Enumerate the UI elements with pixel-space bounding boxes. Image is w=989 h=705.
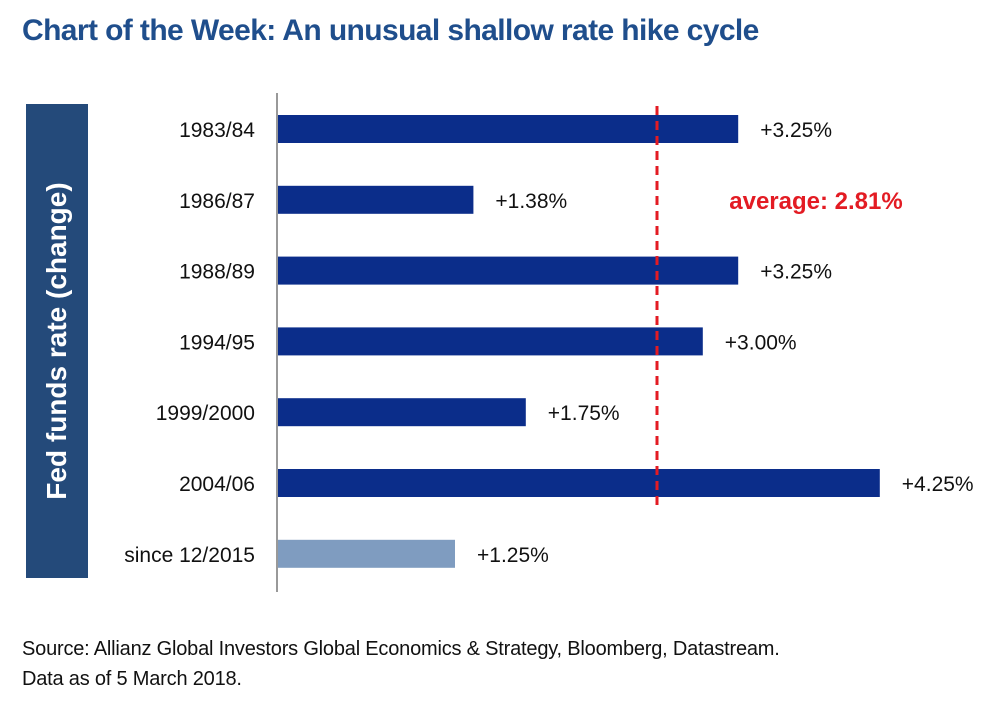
category-label: 1988/89 [179,261,255,284]
category-label: 1999/2000 [156,402,255,425]
chart-title: Chart of the Week: An unusual shallow ra… [22,14,759,47]
bar-1986-87 [278,185,474,214]
bar-2004-06 [278,469,880,497]
data-label: +3.25% [760,261,832,284]
category-label: 1986/87 [179,190,255,213]
bar-since-12-2015 [278,539,455,568]
data-label: +1.75% [548,402,620,425]
data-label: +3.25% [760,119,832,142]
data-label: +4.25% [902,473,974,496]
category-label: since 12/2015 [124,544,255,567]
source-line: Source: Allianz Global Investors Global … [22,638,780,660]
category-label: 1983/84 [179,119,255,142]
data-label: +1.25% [477,544,549,567]
category-label: 1994/95 [179,331,255,354]
bar-1999-2000 [278,398,526,427]
data-label: +1.38% [495,190,567,213]
category-label: 2004/06 [179,473,255,496]
bar-1988-89 [278,256,739,285]
data-label: +3.00% [725,331,797,354]
data-date-line: Data as of 5 March 2018. [22,668,242,690]
source-note: Source: Allianz Global Investors Global … [22,634,780,694]
bar-1994-95 [278,327,703,356]
y-axis-label-box [26,104,88,578]
average-label: average: 2.81% [729,188,902,215]
bar-1983-84 [278,115,739,143]
